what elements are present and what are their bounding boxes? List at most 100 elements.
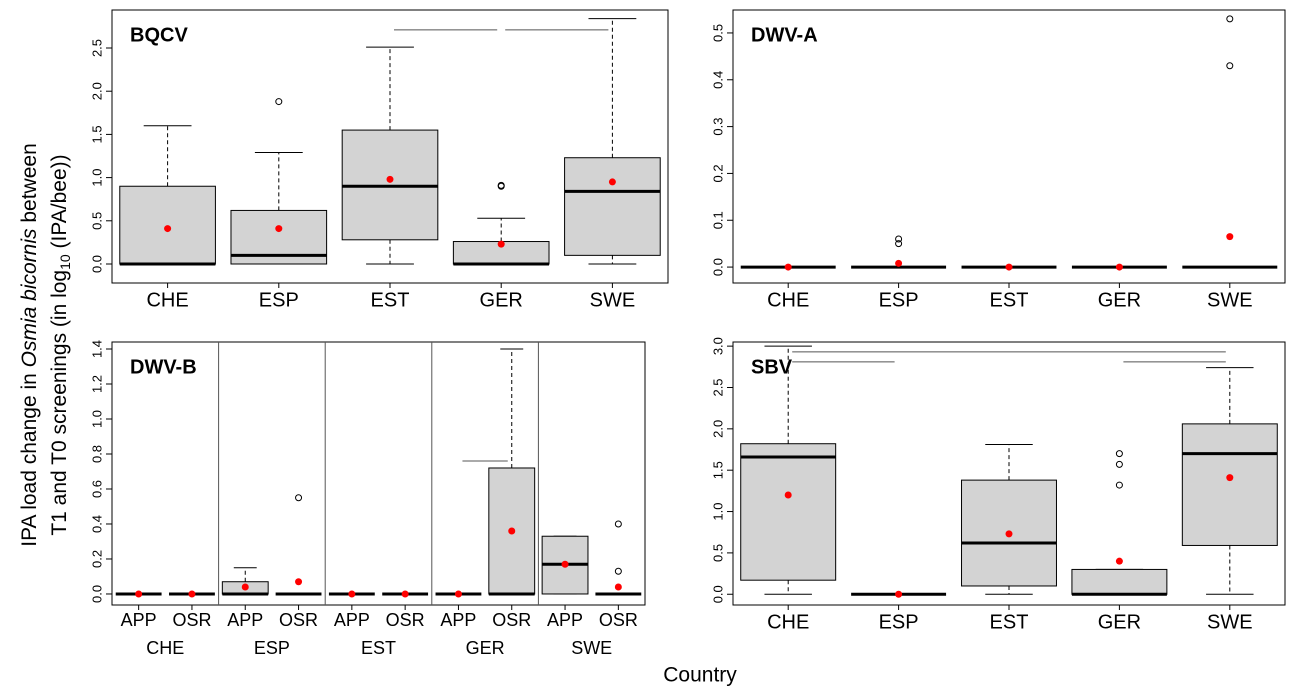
x-tick-label: SWE — [1207, 289, 1253, 311]
y-tick-label: 1.4 — [89, 340, 104, 358]
x-tick-label: ESP — [879, 611, 919, 633]
x-tick-label: OSR — [279, 610, 318, 630]
outlier — [1115, 460, 1123, 468]
x-axis-label: Country — [663, 664, 737, 687]
box — [564, 157, 661, 256]
mean — [1005, 530, 1013, 538]
outlier — [295, 494, 303, 502]
x-tick-label: GER — [1098, 611, 1141, 633]
mean — [188, 590, 196, 598]
box — [1071, 568, 1168, 595]
outlier — [497, 181, 505, 189]
outlier — [895, 240, 903, 248]
mean — [164, 225, 172, 233]
mean — [348, 590, 356, 598]
mean — [561, 560, 569, 568]
x-tick-label: ESP — [259, 289, 299, 311]
y-tick-label: 0.8 — [89, 445, 104, 463]
mean — [895, 590, 903, 598]
mean — [508, 527, 516, 535]
y-tick-label: 3.0 — [710, 337, 725, 355]
mean — [1115, 557, 1123, 565]
y-tick-label: 1.5 — [89, 125, 104, 143]
group-label: GER — [466, 638, 505, 658]
x-tick-label: OSR — [492, 610, 531, 630]
y-tick-label: 0.3 — [710, 118, 725, 136]
y-tick-label: 1.2 — [89, 375, 104, 393]
mean — [1226, 474, 1234, 482]
outlier — [1115, 450, 1123, 458]
outlier — [614, 520, 622, 528]
mean — [497, 240, 505, 248]
group-label: SWE — [571, 638, 612, 658]
mean — [895, 259, 903, 267]
mean — [386, 175, 394, 183]
y-tick-label: 1.0 — [710, 503, 725, 521]
x-tick-label: SWE — [590, 289, 636, 311]
x-tick-label: OSR — [599, 610, 638, 630]
x-tick-label: APP — [227, 610, 263, 630]
y-axis-label: IPA load change in Osmia bicornis betwee… — [18, 143, 41, 547]
x-tick-label: CHE — [767, 611, 809, 633]
mean — [295, 578, 303, 586]
x-tick-label: APP — [440, 610, 476, 630]
y-axis-label: T1 and T0 screenings (in log10 (IPA/bee)… — [48, 154, 73, 535]
group-label: ESP — [254, 638, 290, 658]
y-tick-label: 0.0 — [710, 258, 725, 276]
x-tick-label: APP — [334, 610, 370, 630]
y-tick-label: 0.0 — [89, 585, 104, 603]
x-tick-label: EST — [371, 289, 410, 311]
mean — [135, 590, 143, 598]
y-tick-label: 2.0 — [89, 82, 104, 100]
mean — [614, 583, 622, 591]
x-tick-label: CHE — [767, 289, 809, 311]
plot-frame — [732, 9, 1286, 284]
label-part: T1 and T0 screenings (in log — [48, 270, 71, 536]
y-tick-label: 0.1 — [710, 211, 725, 229]
x-tick-label: OSR — [172, 610, 211, 630]
label-part: Osmia bicornis — [18, 228, 41, 367]
label-part: 10 — [57, 254, 73, 270]
mean — [1115, 263, 1123, 271]
y-tick-label: 2.5 — [89, 39, 104, 57]
x-tick-label: APP — [547, 610, 583, 630]
outlier — [895, 235, 903, 243]
mean — [401, 590, 409, 598]
outlier — [1226, 15, 1234, 23]
mean — [608, 178, 616, 186]
panel-title: DWV-B — [130, 356, 197, 378]
y-tick-label: 0.4 — [89, 515, 104, 533]
y-tick-label: 0.0 — [710, 585, 725, 603]
y-tick-label: 2.0 — [710, 420, 725, 438]
y-tick-label: 0.5 — [710, 544, 725, 562]
box — [1181, 423, 1278, 546]
y-tick-label: 0.2 — [710, 164, 725, 182]
x-tick-label: CHE — [146, 289, 188, 311]
x-tick-label: APP — [121, 610, 157, 630]
label-part: IPA load change in — [18, 367, 41, 546]
panel-title: BQCV — [130, 24, 188, 46]
y-tick-label: 0.2 — [89, 550, 104, 568]
group-label: CHE — [146, 638, 184, 658]
y-tick-label: 1.0 — [89, 169, 104, 187]
box — [961, 479, 1057, 587]
x-tick-label: GER — [1098, 289, 1141, 311]
y-tick-label: 1.5 — [710, 461, 725, 479]
y-tick-label: 0.0 — [89, 255, 104, 273]
outlier — [1115, 481, 1123, 489]
mean — [784, 263, 792, 271]
mean — [275, 225, 283, 233]
label-part: (IPA/bee)) — [48, 154, 71, 254]
outlier — [1226, 62, 1234, 70]
y-tick-label: 0.5 — [89, 212, 104, 230]
y-tick-label: 2.5 — [710, 378, 725, 396]
panel-title: SBV — [751, 356, 793, 378]
box — [740, 443, 837, 581]
mean — [784, 491, 792, 499]
y-tick-label: 1.0 — [89, 410, 104, 428]
label-part: between — [18, 143, 41, 228]
y-tick-label: 0.6 — [89, 480, 104, 498]
y-tick-label: 0.4 — [710, 71, 725, 89]
mean — [1226, 233, 1234, 241]
